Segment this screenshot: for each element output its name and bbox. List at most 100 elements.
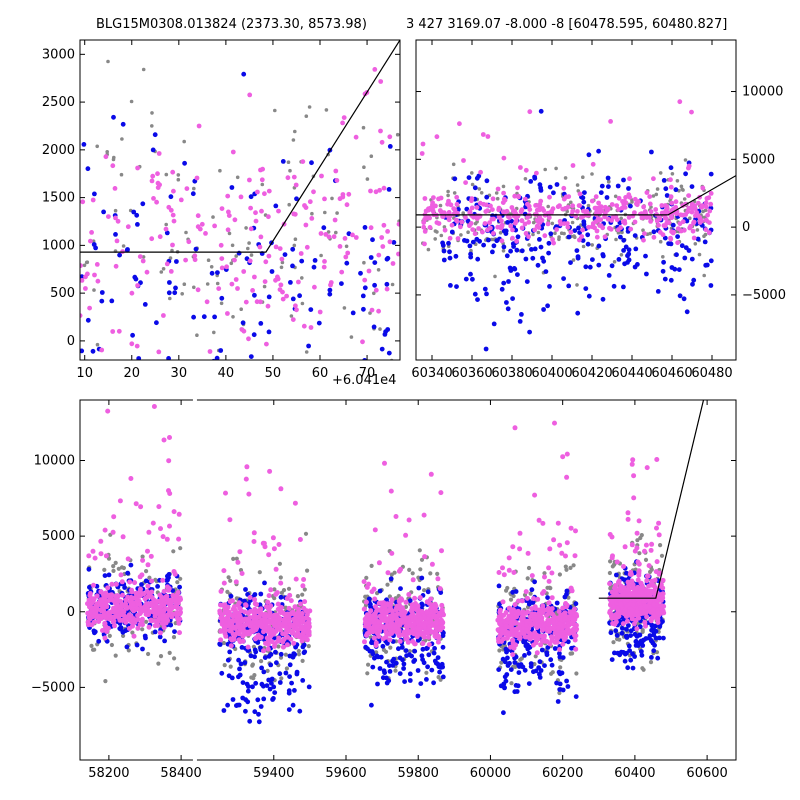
data-point (100, 628, 105, 633)
data-point (621, 237, 627, 243)
data-point (137, 588, 143, 594)
data-point (347, 400, 352, 405)
data-point (265, 599, 271, 605)
data-point (147, 575, 152, 580)
data-point (297, 708, 303, 714)
data-point (266, 613, 272, 619)
data-point (566, 595, 571, 600)
data-point (575, 283, 579, 287)
data-point (267, 468, 273, 474)
data-point (156, 609, 162, 614)
data-point (107, 592, 113, 598)
data-point (468, 271, 473, 277)
data-point (369, 702, 374, 708)
data-point (261, 669, 267, 675)
data-point (230, 243, 235, 248)
data-point (557, 651, 562, 656)
x-tick-label: 60420 (571, 366, 612, 381)
data-point (500, 656, 506, 662)
data-point (153, 604, 159, 610)
data-point (511, 570, 517, 575)
data-point (619, 216, 623, 221)
data-point (539, 647, 545, 653)
data-point (501, 710, 506, 716)
data-point (451, 211, 457, 217)
data-point (376, 268, 381, 272)
data-point (516, 670, 522, 675)
data-point (416, 585, 422, 591)
bottom-points (85, 404, 667, 725)
x-tick-label: 70 (359, 366, 376, 381)
data-point (410, 571, 415, 576)
data-point (294, 307, 299, 313)
data-point (637, 551, 642, 556)
data-point (435, 576, 441, 582)
data-point (259, 659, 264, 664)
model-line (80, 40, 400, 253)
data-point (553, 231, 557, 235)
data-point (690, 228, 696, 234)
data-point (638, 535, 643, 541)
data-point (144, 619, 149, 624)
data-point (364, 584, 370, 590)
data-point (703, 227, 709, 233)
data-point (442, 227, 448, 233)
data-point (306, 644, 311, 649)
data-point (643, 557, 649, 563)
data-point (143, 578, 149, 584)
data-point (464, 238, 470, 244)
data-point (528, 591, 533, 596)
data-point (641, 228, 645, 232)
data-point (609, 657, 615, 662)
data-point (543, 167, 547, 172)
data-point (469, 198, 474, 204)
data-point (277, 615, 282, 621)
data-point (481, 18, 486, 23)
data-point (398, 596, 404, 602)
data-point (574, 671, 579, 676)
data-point (241, 269, 247, 274)
data-point (668, 277, 674, 283)
data-point (81, 142, 87, 147)
data-point (572, 234, 576, 238)
data-point (229, 33, 234, 38)
data-point (145, 583, 151, 589)
data-point (474, 175, 480, 181)
data-point (371, 612, 377, 618)
data-point (269, 680, 274, 686)
data-point (340, 376, 345, 381)
data-point (366, 662, 371, 667)
data-point (130, 601, 136, 607)
data-point (433, 620, 439, 626)
data-point (219, 301, 224, 306)
data-point (236, 370, 241, 375)
data-point (133, 276, 139, 282)
data-point (125, 594, 131, 600)
data-point (236, 613, 242, 619)
data-point (455, 236, 461, 241)
data-point (426, 627, 432, 632)
data-point (608, 559, 613, 564)
data-point (613, 628, 619, 634)
data-point (232, 607, 238, 613)
data-point (340, 192, 346, 197)
data-point (421, 512, 427, 518)
data-point (227, 231, 232, 236)
data-point (384, 659, 389, 665)
data-point (497, 607, 503, 613)
data-point (394, 611, 400, 617)
data-point (417, 595, 423, 601)
data-point (262, 544, 268, 550)
data-point (259, 681, 265, 687)
data-point (390, 663, 396, 668)
data-point (626, 247, 632, 253)
data-point (278, 580, 284, 586)
data-point (167, 435, 172, 440)
data-point (677, 293, 683, 299)
data-point (697, 252, 702, 257)
data-point (403, 532, 409, 538)
data-point (91, 242, 97, 247)
data-point (292, 211, 298, 217)
data-point (226, 209, 231, 215)
data-point (642, 209, 648, 215)
